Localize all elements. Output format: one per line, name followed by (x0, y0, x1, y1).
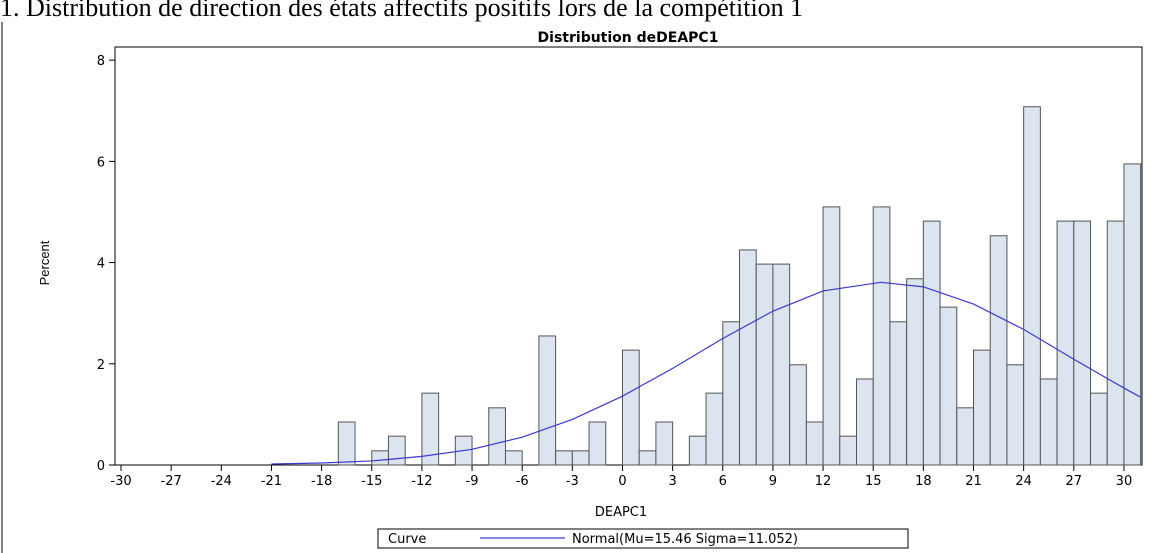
legend-label: Normal(Mu=15.46 Sigma=11.052) (572, 532, 798, 547)
bar (822, 206, 841, 466)
x-tick-label: -6 (516, 474, 529, 489)
bar (973, 349, 991, 466)
bar (872, 206, 891, 466)
y-tick-label: 4 (97, 257, 105, 272)
x-tick-label: -15 (361, 474, 382, 489)
bar (421, 392, 440, 466)
x-tick-label: 0 (618, 474, 626, 489)
x-tick-label: -27 (161, 474, 182, 489)
y-tick-label: 2 (97, 358, 105, 373)
bar (387, 435, 406, 466)
bar (337, 421, 356, 466)
bar (789, 364, 807, 466)
x-tick-label: 6 (719, 474, 727, 489)
bar (1039, 378, 1058, 466)
bar (738, 249, 757, 466)
bar (371, 450, 389, 466)
bar (839, 435, 857, 466)
bar (1123, 163, 1142, 466)
bar (855, 378, 874, 466)
bar (939, 306, 958, 466)
bar (755, 263, 774, 466)
x-tick-label: -9 (466, 474, 479, 489)
y-tick-label: 0 (97, 459, 105, 474)
bar (688, 435, 707, 466)
x-tick-label: -21 (261, 474, 282, 489)
bar (1073, 220, 1092, 466)
x-tick-label: -30 (110, 474, 131, 489)
x-tick-label: 18 (915, 474, 932, 489)
bar (538, 335, 557, 466)
x-tick-label: 21 (965, 474, 982, 489)
legend (377, 528, 909, 549)
y-tick-label: 6 (97, 155, 105, 170)
bar (504, 450, 523, 466)
bar (956, 407, 975, 466)
x-axis-label: DEAPC1 (595, 505, 647, 520)
x-tick-label: -18 (311, 474, 332, 489)
x-tick-label: 27 (1066, 474, 1083, 489)
x-tick-label: -24 (211, 474, 232, 489)
normal-curve (271, 281, 1141, 465)
bar (989, 235, 1008, 466)
x-tick-label: 30 (1116, 474, 1133, 489)
x-tick-label: 3 (668, 474, 676, 489)
x-tick-label: 12 (815, 474, 832, 489)
x-tick-label: 9 (769, 474, 777, 489)
bar (922, 220, 941, 466)
bar (1023, 106, 1041, 466)
x-tick-label: 24 (1015, 474, 1032, 489)
bar (705, 392, 724, 466)
bar (1006, 364, 1025, 466)
bar (1090, 392, 1108, 466)
bar (805, 421, 824, 466)
bar (638, 450, 657, 466)
bar (571, 450, 590, 466)
bar (906, 278, 924, 466)
chart-title: Distribution deDEAPC1 (538, 30, 719, 46)
bar (889, 321, 908, 466)
bar (722, 321, 740, 466)
caption: 1. Distribution de direction des états a… (0, 0, 803, 22)
bar (588, 421, 607, 466)
legend-title: Curve (388, 532, 426, 547)
x-tick-label: -12 (411, 474, 432, 489)
bar (555, 450, 573, 466)
y-tick-label: 8 (97, 54, 105, 69)
bar (1056, 220, 1075, 466)
bar (488, 407, 506, 466)
y-axis-label: Percent (37, 240, 52, 285)
bar (655, 421, 674, 466)
x-tick-label: 15 (865, 474, 882, 489)
bar (621, 349, 640, 466)
bar (772, 263, 791, 466)
x-tick-label: -3 (566, 474, 579, 489)
bar (1106, 220, 1125, 466)
